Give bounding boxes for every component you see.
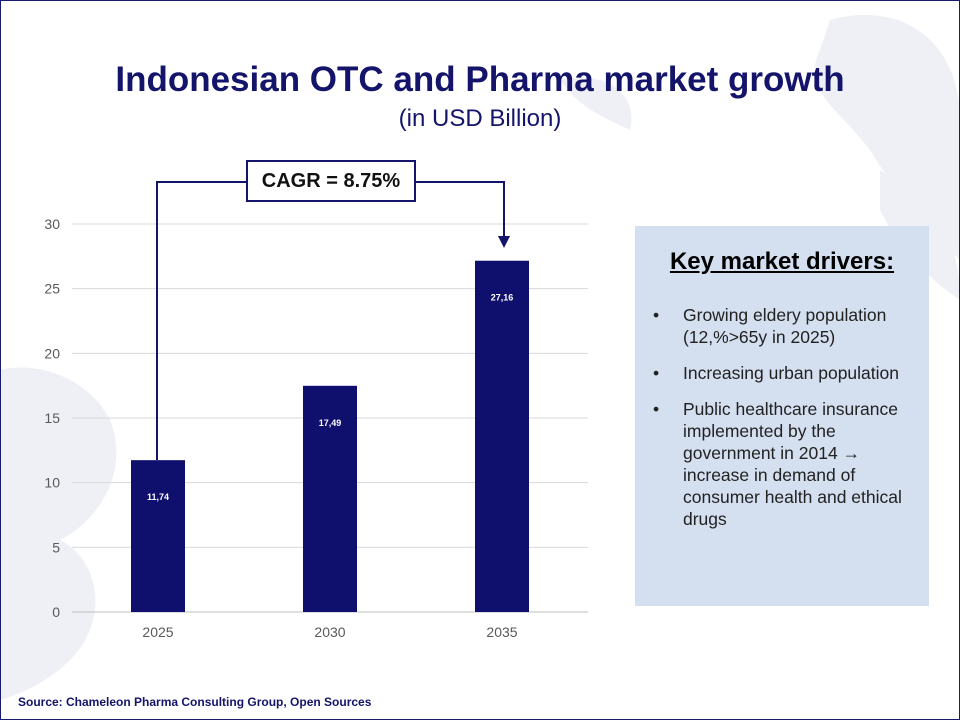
- bar-value-label: 11,74: [147, 492, 169, 502]
- x-axis-ticks: 2025 2030 2035: [142, 624, 517, 640]
- cagr-line-right: [416, 181, 505, 242]
- bullet-icon: •: [653, 399, 660, 419]
- bar-value-label: 17,49: [319, 418, 342, 428]
- cagr-connector: [156, 181, 510, 460]
- bullet-icon: •: [653, 363, 660, 383]
- chart-bars: 11,74 17,49 27,16: [131, 260, 529, 612]
- page-title: Indonesian OTC and Pharma market growth: [115, 60, 845, 99]
- x-tick-label: 2035: [486, 624, 517, 640]
- x-tick-label: 2030: [314, 624, 345, 640]
- driver-text: Increasing urban population: [683, 363, 899, 383]
- bar-2030: [303, 385, 357, 612]
- y-tick-label: 30: [44, 216, 60, 232]
- y-tick-label: 20: [44, 345, 60, 361]
- cagr-arrowhead: [498, 236, 510, 248]
- bar-value-label: 27,16: [491, 293, 514, 303]
- list-item: • Growing eldery population (12,%>65y in …: [653, 304, 909, 348]
- bar-2025: [131, 460, 185, 612]
- driver-text: Public healthcare insurance implemented …: [683, 399, 902, 529]
- bar-2035: [475, 260, 529, 612]
- y-axis-ticks: 0 5 10 15 20 25 30: [44, 216, 60, 620]
- key-drivers-list: • Growing eldery population (12,%>65y in …: [635, 304, 909, 544]
- y-tick-label: 10: [44, 475, 60, 491]
- x-tick-label: 2025: [142, 624, 173, 640]
- y-tick-label: 5: [52, 539, 60, 555]
- y-tick-label: 15: [44, 410, 60, 426]
- y-tick-label: 0: [52, 604, 60, 620]
- key-drivers-heading: Key market drivers:: [669, 248, 895, 275]
- bullet-icon: •: [653, 305, 660, 325]
- cagr-label: CAGR = 8.75%: [246, 160, 416, 202]
- page-subtitle: (in USD Billion): [398, 105, 562, 132]
- list-item: • Public healthcare insurance implemented…: [653, 398, 909, 530]
- list-item: • Increasing urban population: [653, 362, 909, 384]
- source-note: Source: Chameleon Pharma Consulting Grou…: [18, 695, 372, 709]
- y-tick-label: 25: [44, 281, 60, 297]
- cagr-line-left: [156, 181, 246, 460]
- driver-text: Growing eldery population (12,%>65y in 2…: [683, 305, 887, 347]
- key-drivers-panel: Key market drivers: • Growing eldery popu…: [635, 226, 929, 606]
